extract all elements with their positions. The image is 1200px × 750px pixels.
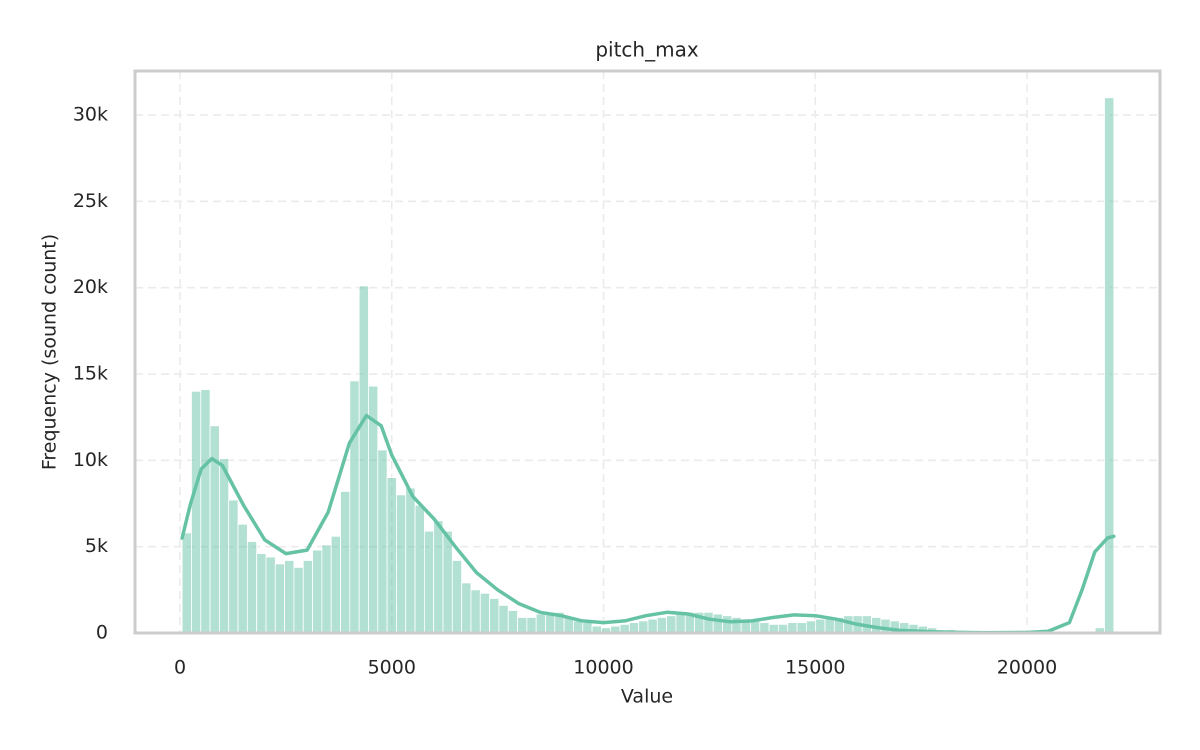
histogram-bar (246, 541, 258, 634)
histogram-bar (219, 458, 230, 634)
y-axis-label: Frequency (sound count) (39, 234, 61, 470)
histogram-bar (880, 618, 891, 634)
y-tick-label: 5k (85, 535, 108, 557)
histogram-bar (703, 611, 714, 634)
histogram-bar (442, 530, 453, 634)
x-tick-label: 20000 (997, 657, 1057, 679)
histogram-bar (312, 549, 323, 634)
histogram-bar (479, 592, 490, 634)
histogram-bar (237, 523, 248, 634)
histogram-bar (191, 390, 202, 634)
y-tick-label: 20k (73, 276, 108, 298)
histogram-bar (535, 613, 546, 634)
histogram-bar (377, 449, 388, 634)
histogram-bar (200, 389, 211, 634)
histogram-bar (498, 604, 509, 634)
histogram-bar (796, 622, 807, 634)
histogram-bar (517, 617, 528, 634)
histogram-bar (405, 487, 416, 634)
x-tick-label: 15000 (785, 657, 845, 679)
histogram-bar (666, 615, 677, 634)
histogram-bar (750, 620, 761, 634)
histogram-bar (321, 544, 332, 634)
histogram-bar (256, 553, 267, 634)
x-tick-label: 10000 (573, 657, 633, 679)
x-axis-label: Value (621, 686, 673, 708)
histogram-bar (433, 520, 444, 634)
histogram-bar (573, 620, 584, 634)
histogram-bar (582, 622, 593, 634)
x-tick-label: 0 (174, 657, 186, 679)
histogram-bar (526, 617, 537, 634)
chart-title: pitch_max (595, 38, 699, 62)
histogram-bar (293, 566, 304, 634)
histogram-bar (759, 622, 770, 634)
histogram-bar (787, 622, 798, 634)
histogram-bar (489, 598, 500, 634)
histogram-bar (349, 380, 360, 634)
histogram-bar (461, 582, 472, 634)
histogram-bar (414, 504, 425, 634)
histogram-bar (805, 620, 817, 634)
histogram-bar (1104, 97, 1115, 634)
histogram-bar (358, 285, 369, 634)
histogram-bar (451, 560, 463, 634)
histogram-bar (340, 491, 351, 634)
histogram-bar (396, 494, 407, 634)
plot-frame (133, 69, 1162, 635)
histogram-bar (284, 560, 295, 634)
histogram-bar (507, 610, 518, 634)
y-tick-label: 0 (96, 622, 108, 644)
y-tick-label: 25k (73, 190, 108, 212)
histogram-bar (656, 617, 668, 634)
histogram-bar (386, 477, 397, 634)
histogram-bar (470, 589, 481, 634)
histogram-bar (302, 560, 313, 634)
y-tick-label: 10k (73, 449, 108, 471)
histogram-bar (722, 615, 733, 634)
histogram-bar (638, 620, 649, 634)
histogram-bar (228, 499, 239, 634)
x-tick-label: 5000 (368, 657, 416, 679)
y-tick-label: 15k (73, 363, 108, 385)
y-tick-label: 30k (73, 104, 108, 126)
histogram-bar (712, 613, 723, 634)
histogram-bar (265, 556, 276, 634)
histogram-bar (647, 618, 658, 634)
histogram-bar (423, 530, 435, 634)
histogram-bar (675, 613, 686, 634)
histogram-bar (330, 535, 341, 634)
histogram-bar (628, 622, 640, 634)
histogram-bar (815, 618, 826, 634)
histogram-bar (181, 532, 192, 634)
histogram-bar (274, 563, 286, 634)
